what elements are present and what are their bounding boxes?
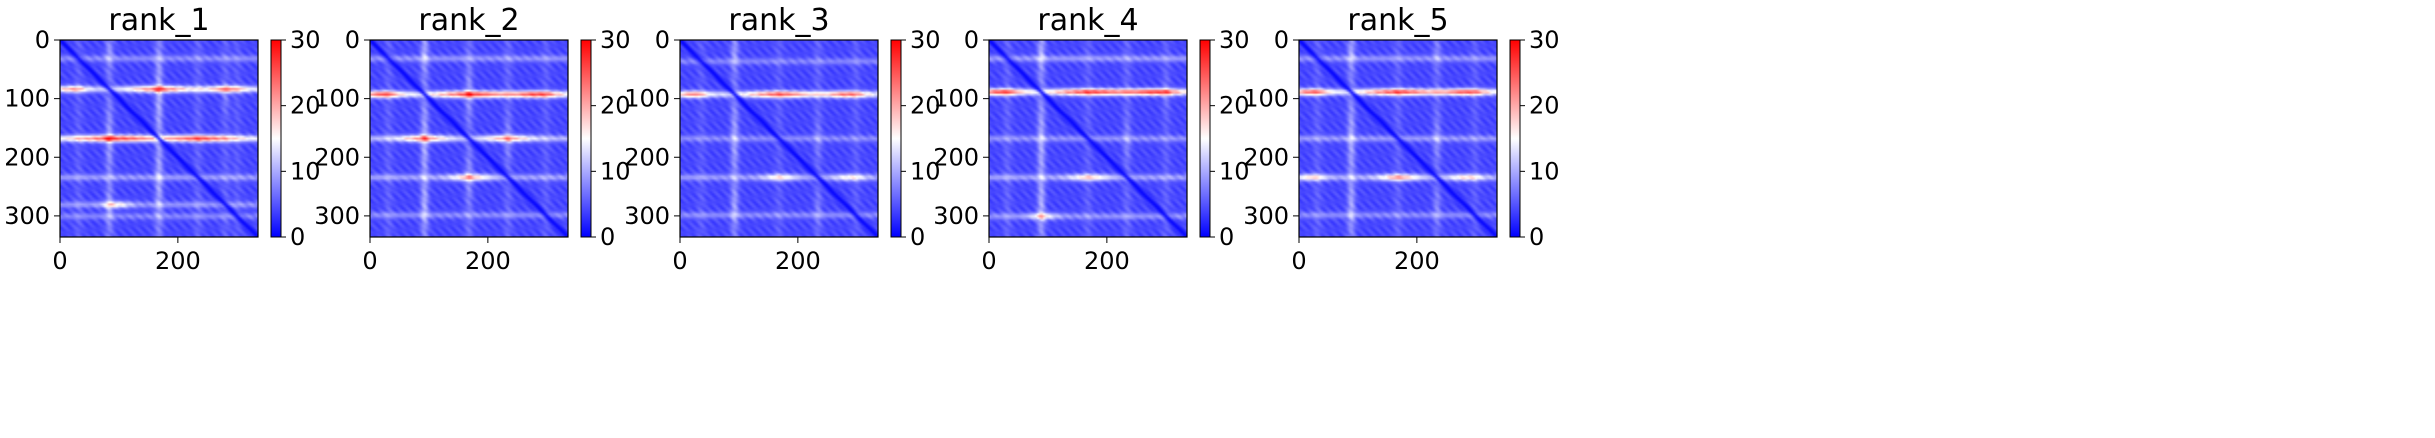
y-tick-label: 200 — [4, 143, 50, 171]
panel-title: rank_5 — [1347, 3, 1448, 38]
y-tick-label: 0 — [345, 26, 360, 54]
colorbar-tick-label: 30 — [290, 26, 321, 54]
y-tick-label: 300 — [4, 202, 50, 230]
plot-frame — [59, 39, 259, 238]
colorbar-tick-label: 10 — [910, 157, 941, 185]
colorbar-tick-label: 10 — [1219, 157, 1250, 185]
colorbar-tick-label: 30 — [1529, 26, 1560, 54]
colorbar — [1199, 39, 1211, 238]
colorbar-tick-label: 30 — [910, 26, 941, 54]
y-tick-label: 200 — [314, 143, 360, 171]
y-tick-label: 200 — [624, 143, 670, 171]
colorbar — [890, 39, 902, 238]
colorbar-tick-label: 30 — [600, 26, 631, 54]
plot-frame — [988, 39, 1188, 238]
y-tick-label: 100 — [933, 85, 979, 113]
heatmap-image — [680, 40, 878, 237]
x-tick-label: 200 — [775, 247, 821, 275]
x-tick-label: 0 — [362, 247, 377, 275]
colorbar-tick-label: 20 — [600, 92, 631, 120]
panel-title: rank_4 — [1037, 3, 1138, 38]
colorbar-tick-label: 0 — [1219, 223, 1234, 251]
y-tick-label: 300 — [624, 202, 670, 230]
colorbar-tick-label: 30 — [1219, 26, 1250, 54]
colorbar-tick-label: 20 — [910, 92, 941, 120]
heatmap-image — [989, 40, 1187, 237]
panel-title: rank_3 — [728, 3, 829, 38]
y-tick-label: 300 — [314, 202, 360, 230]
colorbar-tick-label: 10 — [1529, 157, 1560, 185]
colorbar-tick-label: 20 — [1529, 92, 1560, 120]
heatmap-image — [370, 40, 568, 237]
x-tick-label: 200 — [465, 247, 511, 275]
colorbar — [1509, 39, 1521, 238]
x-tick-label: 200 — [1394, 247, 1440, 275]
colorbar-tick-label: 0 — [1529, 223, 1544, 251]
colorbar-tick-label: 0 — [600, 223, 615, 251]
y-tick-label: 300 — [933, 202, 979, 230]
heatmap-image — [60, 40, 258, 237]
plot-frame — [369, 39, 569, 238]
y-tick-label: 100 — [624, 85, 670, 113]
colorbar — [580, 39, 592, 238]
panel-title: rank_2 — [418, 3, 519, 38]
colorbar-tick-label: 20 — [1219, 92, 1250, 120]
y-tick-label: 100 — [1243, 85, 1289, 113]
colorbar-tick-label: 10 — [600, 157, 631, 185]
colorbar-tick-label: 10 — [290, 157, 321, 185]
y-tick-label: 0 — [35, 26, 50, 54]
y-tick-label: 0 — [964, 26, 979, 54]
heatmap-image — [1299, 40, 1497, 237]
colorbar-tick-label: 20 — [290, 92, 321, 120]
y-tick-label: 100 — [314, 85, 360, 113]
x-tick-label: 0 — [1291, 247, 1306, 275]
y-tick-label: 200 — [1243, 143, 1289, 171]
x-tick-label: 0 — [672, 247, 687, 275]
x-tick-label: 0 — [52, 247, 67, 275]
y-tick-label: 300 — [1243, 202, 1289, 230]
x-tick-label: 200 — [1084, 247, 1130, 275]
y-tick-label: 0 — [1274, 26, 1289, 54]
plot-frame — [679, 39, 879, 238]
panel-title: rank_1 — [108, 3, 209, 38]
y-tick-label: 200 — [933, 143, 979, 171]
y-tick-label: 0 — [655, 26, 670, 54]
x-tick-label: 200 — [155, 247, 201, 275]
x-tick-label: 0 — [981, 247, 996, 275]
colorbar-tick-label: 0 — [290, 223, 305, 251]
y-tick-label: 100 — [4, 85, 50, 113]
colorbar — [270, 39, 282, 238]
plot-frame — [1298, 39, 1498, 238]
colorbar-tick-label: 0 — [910, 223, 925, 251]
